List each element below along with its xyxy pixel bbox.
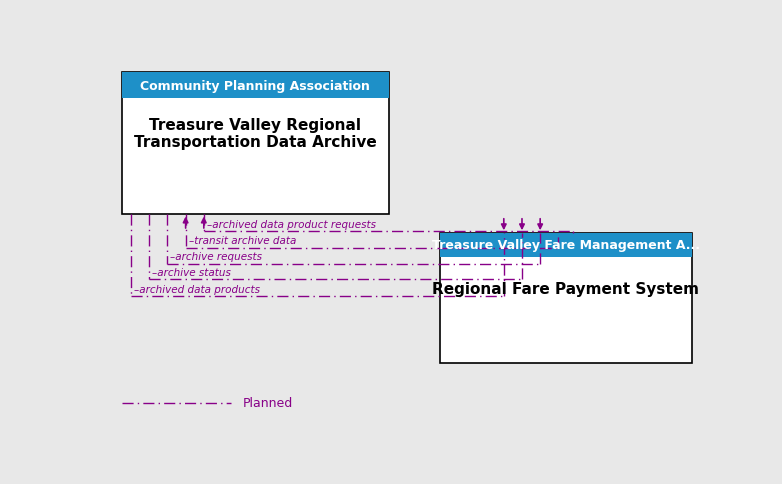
Text: Treasure Valley Regional
Transportation Data Archive: Treasure Valley Regional Transportation … — [134, 118, 377, 150]
Text: –archived data product requests: –archived data product requests — [206, 219, 376, 229]
Bar — [122, 73, 389, 214]
Text: –transit archive data: –transit archive data — [188, 236, 296, 246]
Text: Planned: Planned — [243, 396, 293, 409]
Text: –archive requests: –archive requests — [170, 252, 263, 262]
Text: Regional Fare Payment System: Regional Fare Payment System — [432, 282, 699, 297]
Text: –archived data products: –archived data products — [135, 285, 260, 294]
Bar — [440, 233, 692, 257]
Text: Treasure Valley Fare Management A...: Treasure Valley Fare Management A... — [432, 239, 700, 252]
Text: –archive status: –archive status — [152, 268, 231, 278]
Bar — [122, 73, 389, 99]
Text: Community Planning Association: Community Planning Association — [141, 79, 370, 92]
Bar — [440, 233, 692, 363]
